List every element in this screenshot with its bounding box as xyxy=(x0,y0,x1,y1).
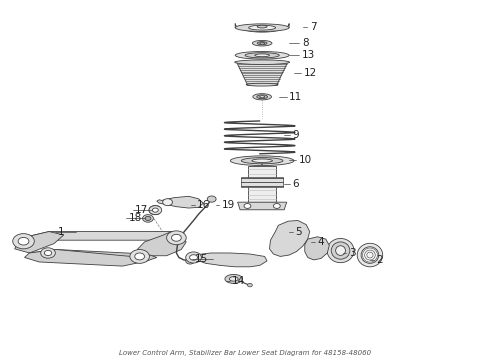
Polygon shape xyxy=(270,220,310,256)
Ellipse shape xyxy=(242,158,283,164)
Circle shape xyxy=(273,203,280,208)
Bar xyxy=(248,166,276,202)
Circle shape xyxy=(149,206,162,215)
Circle shape xyxy=(247,283,252,287)
Text: 12: 12 xyxy=(304,68,317,77)
Text: 9: 9 xyxy=(292,130,299,140)
Ellipse shape xyxy=(235,51,289,59)
Circle shape xyxy=(167,231,186,245)
Text: 15: 15 xyxy=(195,254,208,264)
Text: 4: 4 xyxy=(318,237,324,247)
Polygon shape xyxy=(237,62,288,85)
Ellipse shape xyxy=(235,24,289,31)
Ellipse shape xyxy=(249,25,275,30)
Polygon shape xyxy=(149,206,161,214)
Text: Lower Control Arm, Stabilizer Bar Lower Seat Diagram for 48158-48060: Lower Control Arm, Stabilizer Bar Lower … xyxy=(119,350,371,356)
Text: 5: 5 xyxy=(295,226,302,237)
Circle shape xyxy=(190,255,197,260)
Ellipse shape xyxy=(331,242,350,259)
Text: 18: 18 xyxy=(128,213,142,224)
Circle shape xyxy=(135,253,145,260)
Ellipse shape xyxy=(357,243,383,267)
Text: 2: 2 xyxy=(376,255,383,265)
Ellipse shape xyxy=(260,96,265,98)
Text: 1: 1 xyxy=(58,226,65,237)
Ellipse shape xyxy=(336,246,345,255)
Polygon shape xyxy=(241,177,283,187)
Ellipse shape xyxy=(257,95,268,99)
Ellipse shape xyxy=(252,159,272,162)
Text: 3: 3 xyxy=(349,248,356,258)
Text: 14: 14 xyxy=(232,276,245,285)
Polygon shape xyxy=(238,202,287,210)
Ellipse shape xyxy=(225,274,243,283)
Ellipse shape xyxy=(245,53,279,58)
Circle shape xyxy=(145,216,151,220)
Polygon shape xyxy=(15,231,64,253)
Ellipse shape xyxy=(252,40,272,46)
Circle shape xyxy=(186,258,195,264)
Text: 13: 13 xyxy=(302,50,315,60)
Ellipse shape xyxy=(257,42,267,45)
Text: 17: 17 xyxy=(135,205,148,215)
Ellipse shape xyxy=(235,60,290,64)
Circle shape xyxy=(130,249,149,264)
Text: 8: 8 xyxy=(302,38,309,48)
Circle shape xyxy=(207,196,216,202)
Polygon shape xyxy=(137,231,186,256)
Circle shape xyxy=(172,234,181,241)
Circle shape xyxy=(244,203,251,208)
Polygon shape xyxy=(157,196,203,208)
Circle shape xyxy=(45,251,52,256)
Ellipse shape xyxy=(253,94,271,100)
Polygon shape xyxy=(190,253,267,267)
Polygon shape xyxy=(20,231,181,244)
Circle shape xyxy=(186,252,201,263)
Circle shape xyxy=(13,234,34,249)
Circle shape xyxy=(152,208,158,212)
Circle shape xyxy=(143,215,153,222)
Ellipse shape xyxy=(257,25,267,28)
Ellipse shape xyxy=(255,54,270,57)
Polygon shape xyxy=(305,237,329,260)
Polygon shape xyxy=(235,23,289,32)
Text: 7: 7 xyxy=(310,22,317,32)
Text: 11: 11 xyxy=(289,92,302,102)
Circle shape xyxy=(41,248,55,258)
Ellipse shape xyxy=(229,276,238,281)
Circle shape xyxy=(18,238,29,245)
Ellipse shape xyxy=(327,238,354,263)
Ellipse shape xyxy=(361,247,379,264)
Text: 10: 10 xyxy=(299,156,312,165)
Ellipse shape xyxy=(260,42,265,44)
Polygon shape xyxy=(24,249,147,266)
Polygon shape xyxy=(29,249,157,261)
Ellipse shape xyxy=(246,83,278,86)
Text: 19: 19 xyxy=(221,199,235,210)
Ellipse shape xyxy=(230,156,294,166)
Text: 16: 16 xyxy=(197,199,210,210)
Circle shape xyxy=(163,199,172,206)
Text: 6: 6 xyxy=(292,179,299,189)
